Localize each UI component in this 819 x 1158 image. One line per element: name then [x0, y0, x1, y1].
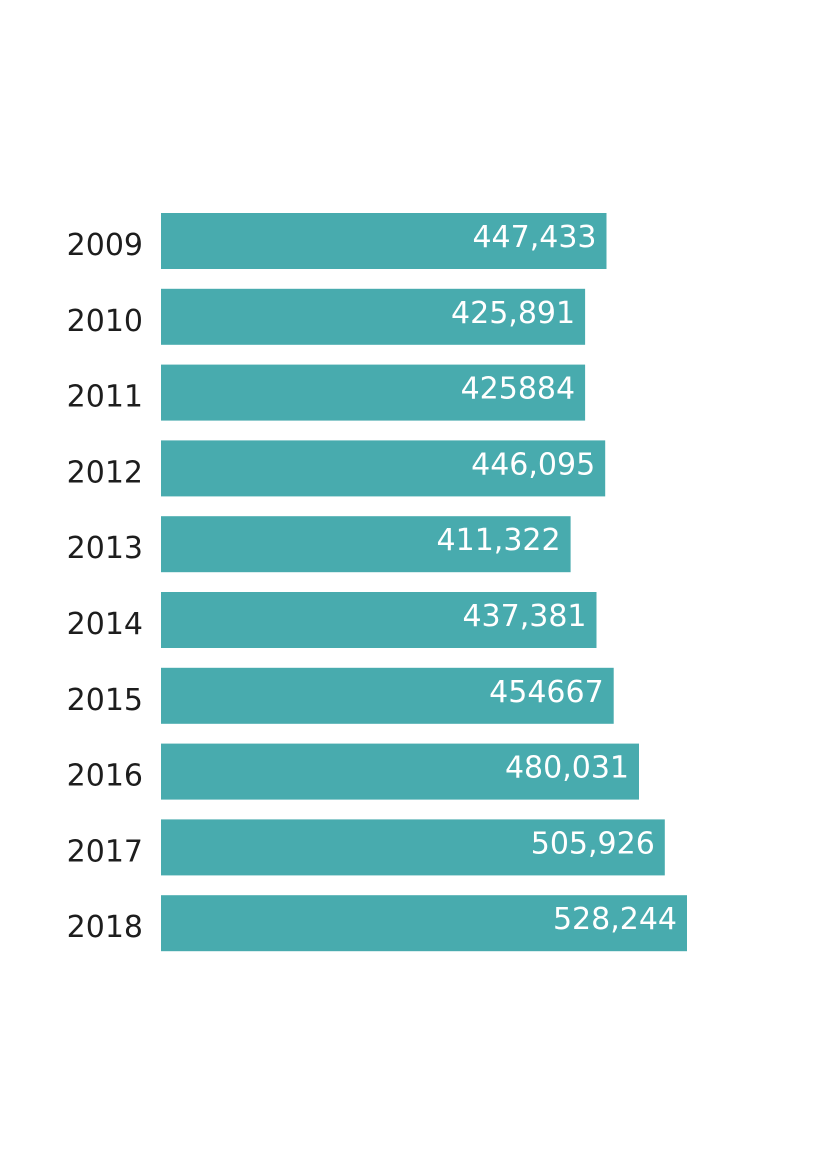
- value-label-2009: 447,433: [472, 220, 596, 255]
- category-label-2012: 2012: [67, 455, 143, 490]
- category-label-2015: 2015: [67, 683, 143, 718]
- category-label-2010: 2010: [67, 304, 143, 339]
- bar-2018: [161, 895, 687, 952]
- category-label-2013: 2013: [67, 531, 143, 566]
- value-label-2012: 446,095: [471, 447, 595, 482]
- bar-2010: [161, 288, 586, 345]
- bar-2016: [161, 743, 639, 800]
- bars-group: [161, 213, 687, 952]
- value-label-2011: 425884: [461, 372, 576, 407]
- bar-2009: [161, 213, 607, 269]
- category-label-2011: 2011: [67, 380, 143, 415]
- value-label-2010: 425,891: [451, 296, 575, 331]
- bar-2011: [161, 364, 586, 421]
- bar-2017: [161, 819, 665, 876]
- bar-2014: [161, 592, 597, 648]
- value-label-2015: 454667: [489, 675, 604, 710]
- value-label-2018: 528,244: [553, 902, 677, 937]
- category-label-2017: 2017: [67, 834, 143, 869]
- value-label-2016: 480,031: [505, 751, 629, 786]
- bar-2013: [161, 516, 571, 573]
- bar-2015: [161, 667, 614, 724]
- value-label-2017: 505,926: [531, 826, 655, 861]
- value-label-2013: 411,322: [437, 523, 561, 558]
- value-label-2014: 437,381: [462, 599, 586, 634]
- bar-2012: [161, 440, 606, 497]
- category-labels-group: 2009 2010 2011 2012 2013 2014 2015 2016 2017 2018: [67, 228, 143, 945]
- category-label-2014: 2014: [67, 607, 143, 642]
- category-label-2018: 2018: [67, 910, 143, 945]
- category-label-2016: 2016: [67, 759, 143, 794]
- value-labels-group: 447,433 425,891 425884 446,095 411,322 437,38…: [437, 220, 677, 937]
- category-label-2009: 2009: [67, 228, 143, 263]
